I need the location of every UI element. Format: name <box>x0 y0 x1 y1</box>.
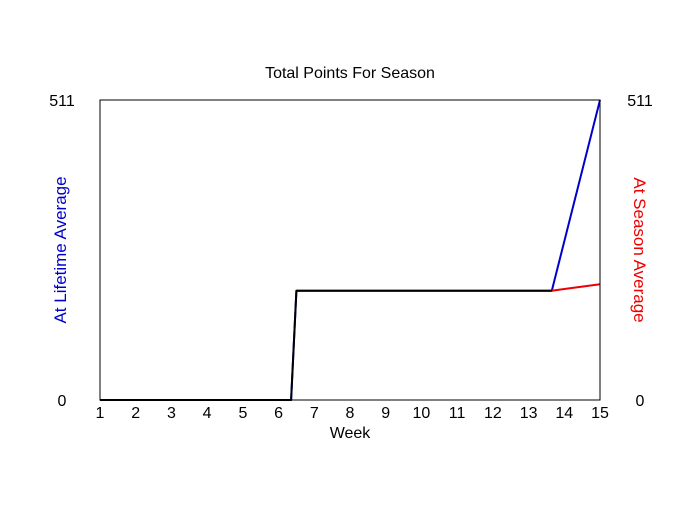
x-axis-label: Week <box>330 425 372 442</box>
y-axis-right-label: At Season Average <box>630 177 649 322</box>
y-right-tick-top: 511 <box>627 93 653 110</box>
x-tick-label: 15 <box>591 405 609 422</box>
y-right-tick-bottom: 0 <box>636 393 645 410</box>
x-tick-label: 4 <box>203 405 212 422</box>
x-tick-labels: 1 2 3 4 5 6 7 8 9 10 11 12 13 14 15 <box>96 405 609 422</box>
y-axis-left-label: At Lifetime Average <box>51 176 70 323</box>
series-line-3 <box>100 289 552 401</box>
x-tick-label: 9 <box>381 405 390 422</box>
series-layer <box>100 99 601 401</box>
y-left-tick-top: 511 <box>49 93 75 110</box>
x-tick-label: 8 <box>346 405 355 422</box>
x-tick-label: 10 <box>413 405 431 422</box>
x-tick-label: 12 <box>484 405 502 422</box>
x-tick-label: 2 <box>131 405 140 422</box>
x-tick-label: 7 <box>310 405 319 422</box>
x-tick-label: 6 <box>274 405 283 422</box>
x-tick-label: 13 <box>520 405 538 422</box>
y-left-tick-bottom: 0 <box>58 393 67 410</box>
plot-frame <box>99 99 601 401</box>
series-line-2 <box>551 283 601 292</box>
x-tick-label: 11 <box>449 405 466 422</box>
chart-title: Total Points For Season <box>265 65 435 82</box>
x-tick-label: 1 <box>96 405 105 422</box>
x-tick-label: 14 <box>555 405 573 422</box>
series-line-1 <box>100 99 601 401</box>
x-tick-label: 5 <box>238 405 247 422</box>
x-tick-label: 3 <box>167 405 176 422</box>
